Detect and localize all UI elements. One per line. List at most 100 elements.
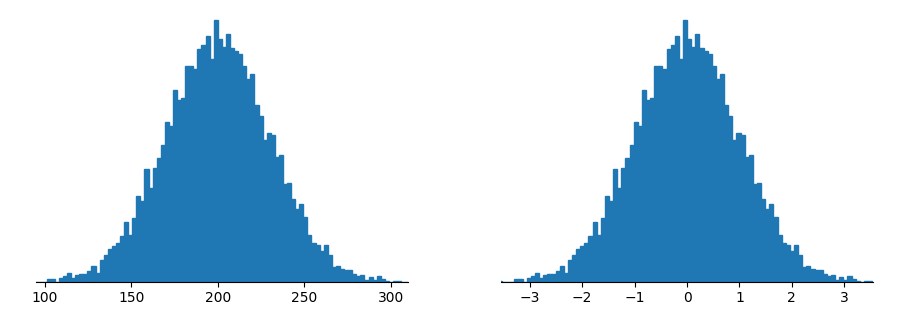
Bar (675, 36, 679, 282)
Bar (642, 91, 646, 282)
Bar (218, 39, 221, 282)
Bar (295, 209, 300, 282)
Bar (515, 279, 518, 282)
Bar (683, 20, 687, 282)
Bar (486, 281, 490, 282)
Bar (197, 49, 202, 282)
Bar (79, 274, 84, 282)
Bar (827, 276, 831, 282)
Bar (153, 168, 157, 282)
Bar (888, 280, 893, 282)
Bar (802, 267, 806, 282)
Bar (679, 59, 683, 282)
Bar (605, 196, 609, 282)
Bar (744, 157, 749, 282)
Bar (716, 79, 720, 282)
Bar (851, 279, 856, 282)
Bar (720, 74, 724, 282)
Bar (124, 222, 128, 282)
Bar (539, 278, 544, 282)
Bar (609, 201, 613, 282)
Bar (202, 45, 205, 282)
Bar (699, 48, 704, 282)
Bar (592, 222, 597, 282)
Bar (311, 243, 316, 282)
Bar (691, 47, 696, 282)
Bar (112, 246, 116, 282)
Bar (148, 188, 153, 282)
Bar (621, 168, 626, 282)
Bar (291, 199, 295, 282)
Bar (104, 255, 108, 282)
Bar (626, 157, 629, 282)
Bar (843, 280, 848, 282)
Bar (258, 116, 263, 282)
Bar (128, 235, 132, 282)
Bar (205, 36, 210, 282)
Bar (589, 236, 592, 282)
Bar (344, 270, 348, 282)
Bar (724, 105, 728, 282)
Bar (87, 271, 92, 282)
Bar (189, 66, 194, 282)
Bar (194, 69, 197, 282)
Bar (144, 169, 148, 282)
Bar (482, 281, 486, 282)
Bar (749, 155, 753, 282)
Bar (757, 183, 761, 282)
Bar (348, 270, 352, 282)
Bar (238, 54, 242, 282)
Bar (707, 54, 712, 282)
Bar (300, 204, 303, 282)
Bar (173, 91, 177, 282)
Bar (14, 281, 18, 282)
Bar (560, 266, 563, 282)
Bar (161, 145, 165, 282)
Bar (242, 66, 247, 282)
Bar (234, 51, 238, 282)
Bar (324, 245, 328, 282)
Bar (418, 280, 421, 282)
Bar (255, 105, 258, 282)
Bar (563, 273, 568, 282)
Bar (634, 123, 638, 282)
Bar (210, 59, 213, 282)
Bar (786, 245, 790, 282)
Bar (572, 255, 576, 282)
Bar (116, 244, 120, 282)
Bar (360, 275, 364, 282)
Bar (741, 135, 744, 282)
Bar (761, 199, 765, 282)
Bar (600, 219, 605, 282)
Bar (308, 235, 311, 282)
Bar (230, 48, 234, 282)
Bar (266, 133, 271, 282)
Bar (352, 274, 356, 282)
Bar (136, 196, 140, 282)
Bar (364, 280, 368, 282)
Bar (368, 277, 373, 282)
Bar (287, 183, 291, 282)
Bar (654, 66, 658, 282)
Bar (773, 217, 778, 282)
Bar (63, 276, 67, 282)
Bar (552, 274, 555, 282)
Bar (140, 201, 144, 282)
Bar (617, 188, 621, 282)
Bar (385, 281, 389, 282)
Bar (798, 255, 802, 282)
Bar (165, 123, 169, 282)
Bar (18, 281, 22, 282)
Bar (22, 281, 26, 282)
Bar (84, 274, 87, 282)
Bar (132, 219, 136, 282)
Bar (31, 281, 34, 282)
Bar (320, 251, 324, 282)
Bar (819, 270, 823, 282)
Bar (662, 69, 667, 282)
Bar (100, 260, 104, 282)
Bar (169, 126, 173, 282)
Bar (185, 66, 189, 282)
Bar (498, 281, 502, 282)
Bar (283, 184, 287, 282)
